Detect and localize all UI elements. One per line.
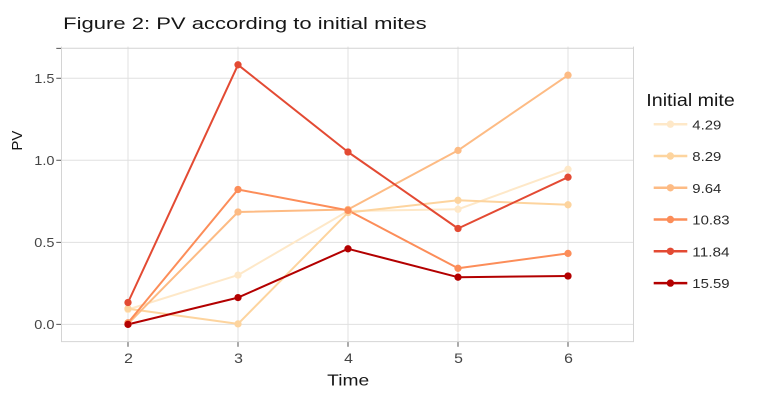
- svg-text:Initial mite: Initial mite: [646, 90, 735, 110]
- svg-text:3: 3: [234, 351, 243, 366]
- svg-text:PV: PV: [9, 131, 26, 151]
- svg-text:4: 4: [344, 351, 353, 366]
- svg-text:Time: Time: [327, 372, 369, 389]
- svg-text:4.29: 4.29: [692, 117, 721, 132]
- svg-text:0.0: 0.0: [34, 318, 54, 332]
- svg-text:5: 5: [454, 351, 463, 366]
- svg-text:9.64: 9.64: [692, 181, 721, 196]
- svg-text:1.0: 1.0: [34, 154, 54, 168]
- svg-text:0.5: 0.5: [34, 236, 54, 250]
- svg-text:1.5: 1.5: [34, 72, 54, 86]
- svg-text:15.59: 15.59: [692, 276, 729, 291]
- svg-text:8.29: 8.29: [692, 149, 721, 164]
- svg-text:11.84: 11.84: [692, 244, 729, 259]
- svg-text:10.83: 10.83: [692, 213, 729, 228]
- svg-text:6: 6: [564, 351, 573, 366]
- svg-text:2: 2: [124, 351, 133, 366]
- svg-text:Figure 2: PV according to init: Figure 2: PV according to initial mites: [63, 15, 427, 33]
